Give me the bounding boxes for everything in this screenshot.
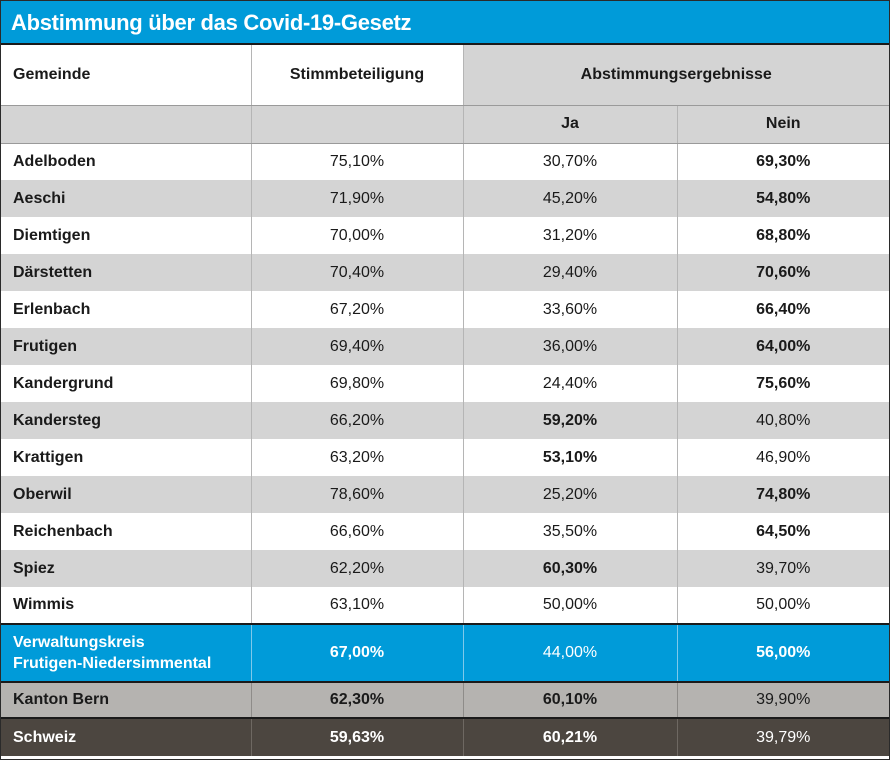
ja-value: 35,50% xyxy=(463,513,678,550)
nein-value: 75,60% xyxy=(677,365,889,402)
stimmbeteiligung-value: 63,10% xyxy=(251,587,464,624)
stimmbeteiligung-value: 75,10% xyxy=(251,143,464,180)
stimmbeteiligung-value: 70,40% xyxy=(251,254,464,291)
header-stimmbeteiligung: Stimmbeteiligung xyxy=(251,45,464,106)
results-table: Gemeinde Stimmbeteiligung Abstimmungserg… xyxy=(1,45,889,756)
gemeinde-name: Reichenbach xyxy=(1,513,252,550)
gemeinde-name: Kandergrund xyxy=(1,365,252,402)
subheader-nein: Nein xyxy=(677,105,889,144)
table-row: Kandersteg 66,20% 59,20% 40,80% xyxy=(1,402,889,439)
ja-value: 60,30% xyxy=(463,550,678,587)
table-row: Spiez 62,20% 60,30% 39,70% xyxy=(1,550,889,587)
ja-value: 36,00% xyxy=(463,328,678,365)
ja-value: 50,00% xyxy=(463,587,678,624)
verwaltungskreis-name: Verwaltungskreis Frutigen-Niedersimmental xyxy=(1,623,252,682)
nein-value: 46,90% xyxy=(677,439,889,476)
subheader-empty-gemeinde xyxy=(1,105,252,144)
table-row: Därstetten 70,40% 29,40% 70,60% xyxy=(1,254,889,291)
gemeinde-name: Diemtigen xyxy=(1,217,252,254)
stimmbeteiligung-value: 62,20% xyxy=(251,550,464,587)
nein-value: 54,80% xyxy=(677,180,889,217)
ja-value: 33,60% xyxy=(463,291,678,328)
verwaltungskreis-name-line2: Frutigen-Niedersimmental xyxy=(13,655,212,672)
schweiz-nein: 39,79% xyxy=(677,717,889,756)
nein-value: 40,80% xyxy=(677,402,889,439)
schweiz-beteiligung: 59,63% xyxy=(251,717,464,756)
ja-value: 31,20% xyxy=(463,217,678,254)
schweiz-ja: 60,21% xyxy=(463,717,678,756)
table-row: Diemtigen 70,00% 31,20% 68,80% xyxy=(1,217,889,254)
ja-value: 25,20% xyxy=(463,476,678,513)
kanton-nein: 39,90% xyxy=(677,681,889,718)
header-row: Gemeinde Stimmbeteiligung Abstimmungserg… xyxy=(1,45,889,106)
kanton-beteiligung: 62,30% xyxy=(251,681,464,718)
table-row: Oberwil 78,60% 25,20% 74,80% xyxy=(1,476,889,513)
stimmbeteiligung-value: 71,90% xyxy=(251,180,464,217)
verwaltungskreis-beteiligung: 67,00% xyxy=(251,623,464,682)
subheader-ja: Ja xyxy=(463,105,678,144)
nein-value: 39,70% xyxy=(677,550,889,587)
schweiz-row: Schweiz 59,63% 60,21% 39,79% xyxy=(1,717,889,756)
gemeinde-name: Aeschi xyxy=(1,180,252,217)
gemeinde-name: Wimmis xyxy=(1,587,252,624)
header-gemeinde: Gemeinde xyxy=(1,45,252,106)
gemeinde-name: Frutigen xyxy=(1,328,252,365)
kanton-ja: 60,10% xyxy=(463,681,678,718)
table-row: Adelboden 75,10% 30,70% 69,30% xyxy=(1,143,889,180)
nein-value: 68,80% xyxy=(677,217,889,254)
schweiz-name: Schweiz xyxy=(1,717,252,756)
table-row: Kandergrund 69,80% 24,40% 75,60% xyxy=(1,365,889,402)
stimmbeteiligung-value: 66,20% xyxy=(251,402,464,439)
stimmbeteiligung-value: 78,60% xyxy=(251,476,464,513)
page-title: Abstimmung über das Covid-19-Gesetz xyxy=(11,10,412,35)
stimmbeteiligung-value: 63,20% xyxy=(251,439,464,476)
verwaltungskreis-nein: 56,00% xyxy=(677,623,889,682)
verwaltungskreis-name-line1: Verwaltungskreis xyxy=(13,634,145,651)
ja-value: 53,10% xyxy=(463,439,678,476)
gemeinde-name: Oberwil xyxy=(1,476,252,513)
gemeinde-name: Krattigen xyxy=(1,439,252,476)
nein-value: 64,00% xyxy=(677,328,889,365)
subheader-row: Ja Nein xyxy=(1,105,889,144)
kanton-row: Kanton Bern 62,30% 60,10% 39,90% xyxy=(1,681,889,718)
table-row: Erlenbach 67,20% 33,60% 66,40% xyxy=(1,291,889,328)
title-bar: Abstimmung über das Covid-19-Gesetz xyxy=(1,1,889,45)
ja-value: 45,20% xyxy=(463,180,678,217)
table-row: Aeschi 71,90% 45,20% 54,80% xyxy=(1,180,889,217)
nein-value: 64,50% xyxy=(677,513,889,550)
ja-value: 59,20% xyxy=(463,402,678,439)
subheader-empty-beteiligung xyxy=(251,105,464,144)
stimmbeteiligung-value: 66,60% xyxy=(251,513,464,550)
nein-value: 69,30% xyxy=(677,143,889,180)
gemeinde-name: Adelboden xyxy=(1,143,252,180)
table-row: Krattigen 63,20% 53,10% 46,90% xyxy=(1,439,889,476)
ja-value: 24,40% xyxy=(463,365,678,402)
nein-value: 70,60% xyxy=(677,254,889,291)
stimmbeteiligung-value: 67,20% xyxy=(251,291,464,328)
stimmbeteiligung-value: 69,80% xyxy=(251,365,464,402)
ja-value: 30,70% xyxy=(463,143,678,180)
table-row: Reichenbach 66,60% 35,50% 64,50% xyxy=(1,513,889,550)
nein-value: 50,00% xyxy=(677,587,889,624)
gemeinde-name: Erlenbach xyxy=(1,291,252,328)
gemeinde-name: Spiez xyxy=(1,550,252,587)
verwaltungskreis-ja: 44,00% xyxy=(463,623,678,682)
kanton-name: Kanton Bern xyxy=(1,681,252,718)
gemeinde-name: Därstetten xyxy=(1,254,252,291)
stimmbeteiligung-value: 70,00% xyxy=(251,217,464,254)
table-row: Frutigen 69,40% 36,00% 64,00% xyxy=(1,328,889,365)
nein-value: 66,40% xyxy=(677,291,889,328)
verwaltungskreis-row: Verwaltungskreis Frutigen-Niedersimmental… xyxy=(1,623,889,682)
stimmbeteiligung-value: 69,40% xyxy=(251,328,464,365)
ja-value: 29,40% xyxy=(463,254,678,291)
nein-value: 74,80% xyxy=(677,476,889,513)
header-abstimmungsergebnisse: Abstimmungsergebnisse xyxy=(463,45,889,106)
gemeinde-name: Kandersteg xyxy=(1,402,252,439)
table-row: Wimmis 63,10% 50,00% 50,00% xyxy=(1,587,889,624)
